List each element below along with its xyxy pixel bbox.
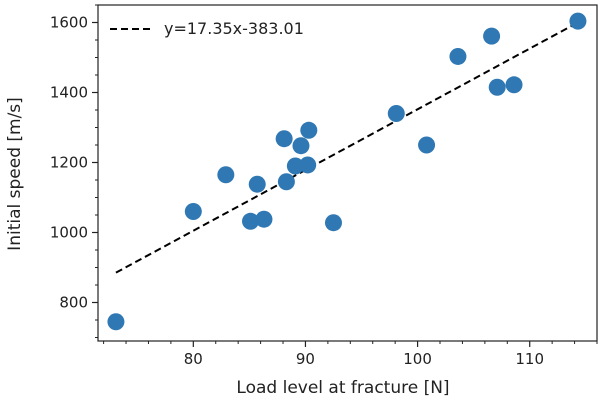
legend: y=17.35x-383.01 xyxy=(110,19,304,38)
scatter-point xyxy=(107,313,125,331)
y-tick-label: 1600 xyxy=(50,14,88,32)
plot-frame xyxy=(97,4,598,342)
scatter-point xyxy=(488,78,506,96)
scatter-point xyxy=(275,130,293,148)
y-tick-label: 1000 xyxy=(50,224,88,242)
x-tick-label: 100 xyxy=(403,350,432,368)
scatter-point xyxy=(242,212,260,230)
y-tick-label: 1400 xyxy=(50,84,88,102)
x-tick-label: 110 xyxy=(515,350,544,368)
scatter-point xyxy=(324,214,342,232)
scatter-point xyxy=(184,203,202,220)
x-tick-label: 90 xyxy=(296,350,315,368)
y-axis-label: Initial speed [m/s] xyxy=(5,97,25,251)
scatter-point xyxy=(505,76,523,94)
scatter-point xyxy=(569,12,587,30)
scatter-point xyxy=(277,173,295,191)
scatter-point xyxy=(217,166,235,184)
y-axis-ticks: 800 1000 1200 1400 1600 xyxy=(50,4,98,338)
y-tick-label: 800 xyxy=(59,294,88,312)
data-points xyxy=(107,12,587,331)
scatter-point xyxy=(483,27,501,45)
x-tick-label: 80 xyxy=(184,350,203,368)
scatter-point xyxy=(248,175,266,193)
scatter-point xyxy=(418,136,436,154)
scatter-point xyxy=(300,121,318,139)
scatter-point xyxy=(299,156,317,174)
scatter-point xyxy=(387,105,405,122)
x-axis-label: Load level at fracture [N] xyxy=(236,378,449,398)
scatter-point xyxy=(292,137,310,155)
scatter-point xyxy=(286,157,304,175)
legend-entry-fit: y=17.35x-383.01 xyxy=(164,19,304,38)
y-tick-label: 1200 xyxy=(50,154,88,172)
scatter-point xyxy=(449,47,467,65)
scatter-point xyxy=(255,210,273,228)
